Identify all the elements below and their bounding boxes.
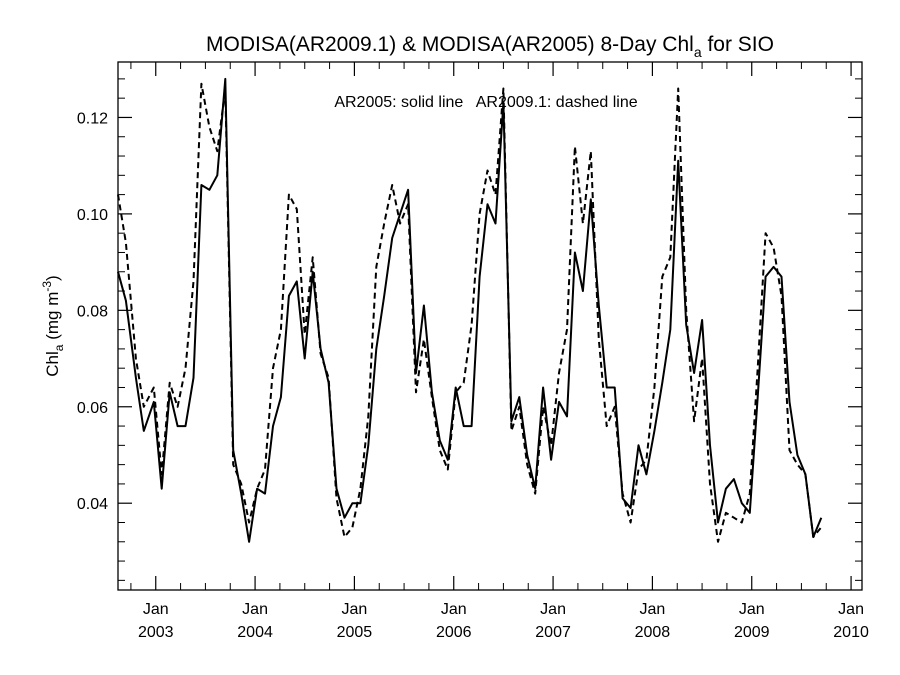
title-main: MODISA(AR2009.1) & MODISA(AR2005) 8-Day … xyxy=(206,33,694,56)
axis-ticks xyxy=(118,62,862,590)
x-tick-year: 2010 xyxy=(833,624,869,641)
ylabel-superscript: -3 xyxy=(40,281,54,292)
y-tick-label: 0.06 xyxy=(77,400,108,417)
x-tick-year: 2004 xyxy=(237,624,273,641)
title-subscript: a xyxy=(694,44,702,60)
plot-frame xyxy=(117,61,863,591)
series-annotation: AR2005: solid line AR2009.1: dashed line xyxy=(334,94,637,111)
y-tick-label: 0.04 xyxy=(77,496,108,513)
x-tick-year: 2006 xyxy=(436,624,472,641)
x-tick-month: Jan xyxy=(143,601,169,618)
series-line-ar2009-1 xyxy=(117,82,823,543)
x-tick-month: Jan xyxy=(342,601,368,618)
y-tick-label: 0.08 xyxy=(77,303,108,320)
x-tick-month: Jan xyxy=(441,601,467,618)
x-tick-month: Jan xyxy=(540,601,566,618)
ylabel-subscript: a xyxy=(52,344,66,351)
x-tick-year: 2008 xyxy=(635,624,671,641)
x-tick-year: 2009 xyxy=(734,624,770,641)
y-tick-label: 0.10 xyxy=(77,207,108,224)
ylabel-end: ) xyxy=(43,275,62,281)
chart-title: MODISA(AR2009.1) & MODISA(AR2005) 8-Day … xyxy=(206,33,774,60)
x-tick-month: Jan xyxy=(242,601,268,618)
x-tick-month: Jan xyxy=(838,601,864,618)
x-tick-year: 2003 xyxy=(138,624,174,641)
series-lines xyxy=(117,77,823,543)
x-tick-year: 2005 xyxy=(337,624,373,641)
x-tick-year: 2007 xyxy=(535,624,571,641)
y-axis-label: Chla (mg m-3) xyxy=(40,275,66,376)
y-tick-labels: 0.04 0.06 0.08 0.10 0.12 xyxy=(77,110,108,513)
x-tick-month: Jan xyxy=(640,601,666,618)
series-line-ar2005 xyxy=(117,77,823,543)
title-suffix: for SIO xyxy=(702,33,774,56)
ylabel-mid: (mg m xyxy=(43,292,62,345)
x-tick-month: Jan xyxy=(739,601,765,618)
x-tick-labels: Jan 2003 Jan 2004 Jan 2005 Jan 2006 Jan 2007 Jan 20… xyxy=(138,601,869,641)
ylabel-base: Chl xyxy=(43,351,62,377)
y-tick-label: 0.12 xyxy=(77,110,108,127)
